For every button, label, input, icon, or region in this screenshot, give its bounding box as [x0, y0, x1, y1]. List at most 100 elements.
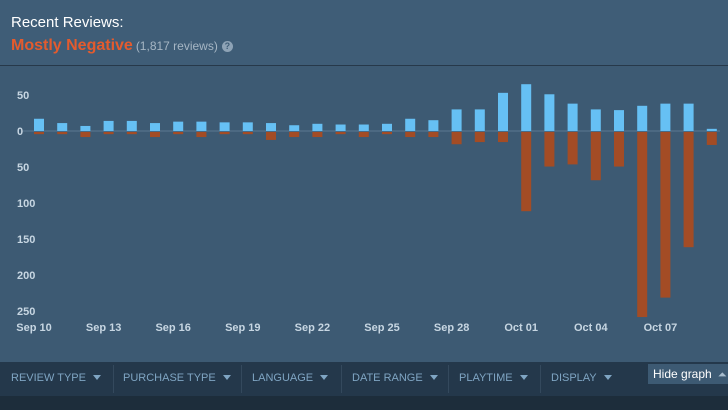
y-axis-labels: 50 0 50 100 150 200 250: [17, 90, 35, 318]
chevron-double-up-icon: ⏶: [717, 369, 727, 381]
footer-strip: [0, 396, 728, 410]
purchase-type-filter[interactable]: PURCHASE TYPE: [123, 362, 231, 396]
negative-bar: [590, 132, 601, 181]
positive-bar: [660, 103, 671, 131]
x-tick-label: Oct 04: [574, 322, 609, 334]
negative-bar: [289, 132, 300, 138]
negative-bar: [474, 132, 485, 143]
x-tick-label: Sep 19: [225, 322, 260, 334]
y-tick-label: 50: [17, 162, 29, 174]
language-filter[interactable]: LANGUAGE: [252, 362, 329, 396]
positive-bar: [590, 109, 601, 131]
display-label: DISPLAY: [551, 372, 597, 384]
negative-bar: [103, 132, 114, 135]
negative-bar: [335, 132, 346, 135]
date-range-filter[interactable]: DATE RANGE: [352, 362, 438, 396]
negative-bar: [405, 132, 416, 138]
negative-bar: [196, 132, 207, 138]
filter-divider: [241, 365, 242, 393]
positive-bar: [498, 92, 508, 131]
language-label: LANGUAGE: [252, 372, 314, 384]
positive-bar: [312, 123, 323, 131]
positive-bar: [428, 120, 439, 131]
review-summary-row: Mostly Negative (1,817 reviews) ?: [11, 37, 233, 55]
hide-graph-label: Hide graph: [653, 367, 712, 381]
x-tick-label: Sep 22: [295, 322, 330, 334]
negative-bar: [567, 132, 578, 165]
negative-bar: [266, 132, 276, 140]
positive-bar: [521, 84, 532, 131]
y-tick-label: 200: [17, 270, 35, 282]
negative-bar: [150, 132, 160, 138]
negative-bar: [614, 132, 624, 167]
positive-bar: [567, 103, 578, 131]
review-type-filter[interactable]: REVIEW TYPE: [11, 362, 101, 396]
display-filter[interactable]: DISPLAY: [551, 362, 612, 396]
positive-bar: [196, 121, 207, 131]
help-icon[interactable]: ?: [221, 41, 233, 52]
positive-bar: [242, 122, 253, 131]
negative-bar: [451, 132, 462, 145]
negative-bar: [34, 132, 44, 135]
x-axis-labels: Sep 10 Sep 13 Sep 16 Sep 19 Sep 22 Sep 25 Sep …: [16, 322, 677, 334]
filter-divider: [341, 365, 342, 393]
positive-bar: [474, 109, 485, 131]
positive-bar: [544, 94, 555, 131]
chevron-down-icon: [320, 374, 329, 380]
negative-bar: [242, 132, 253, 135]
playtime-label: PLAYTIME: [459, 372, 513, 384]
chevron-down-icon: [222, 374, 231, 380]
positive-bar: [683, 103, 694, 131]
purchase-type-label: PURCHASE TYPE: [123, 372, 216, 384]
y-tick-label: 50: [17, 90, 29, 102]
recent-reviews-title: Recent Reviews:: [11, 14, 124, 31]
negative-bar: [428, 132, 439, 138]
positive-bar: [34, 118, 44, 131]
negative-bar: [312, 132, 323, 138]
hide-graph-button[interactable]: Hide graph ⏶: [648, 364, 728, 384]
review-count: (1,817 reviews): [135, 39, 218, 53]
positive-bar: [126, 120, 137, 131]
negative-bar: [660, 132, 671, 298]
positive-bar: [219, 122, 230, 131]
negative-bar: [521, 132, 532, 212]
negative-bar: [544, 132, 555, 167]
filter-divider: [540, 365, 541, 393]
date-range-label: DATE RANGE: [352, 372, 423, 384]
y-tick-label: 0: [17, 126, 23, 138]
x-tick-label: Oct 01: [504, 322, 538, 334]
positive-bar: [150, 123, 160, 131]
x-tick-label: Sep 13: [86, 322, 121, 334]
playtime-filter[interactable]: PLAYTIME: [459, 362, 528, 396]
positive-bar: [289, 125, 300, 131]
positive-bar: [614, 110, 624, 131]
positive-bar: [173, 121, 184, 131]
y-tick-label: 250: [17, 306, 35, 318]
chevron-down-icon: [429, 374, 438, 380]
x-tick-label: Sep 25: [364, 322, 399, 334]
positive-bar: [358, 124, 369, 131]
review-type-label: REVIEW TYPE: [11, 372, 86, 384]
x-tick-label: Sep 10: [16, 322, 51, 334]
negative-bar: [637, 132, 648, 318]
negative-bar: [80, 132, 91, 138]
negative-bar: [706, 132, 717, 145]
y-tick-label: 150: [17, 234, 35, 246]
positive-bar: [451, 109, 462, 131]
chevron-down-icon: [519, 374, 528, 380]
negative-bar: [173, 132, 184, 135]
chevron-down-icon: [92, 374, 101, 380]
positive-bar: [382, 123, 392, 131]
positive-bar: [706, 128, 717, 131]
positive-bar: [57, 123, 68, 131]
review-summary[interactable]: Mostly Negative: [11, 37, 133, 54]
negative-bar: [498, 132, 508, 143]
y-tick-label: 100: [17, 198, 35, 210]
chart-bars: [34, 84, 717, 318]
positive-bar: [266, 123, 276, 131]
positive-bar: [637, 105, 648, 131]
positive-bar: [335, 124, 346, 131]
negative-bar: [358, 132, 369, 138]
negative-bar: [683, 132, 694, 248]
